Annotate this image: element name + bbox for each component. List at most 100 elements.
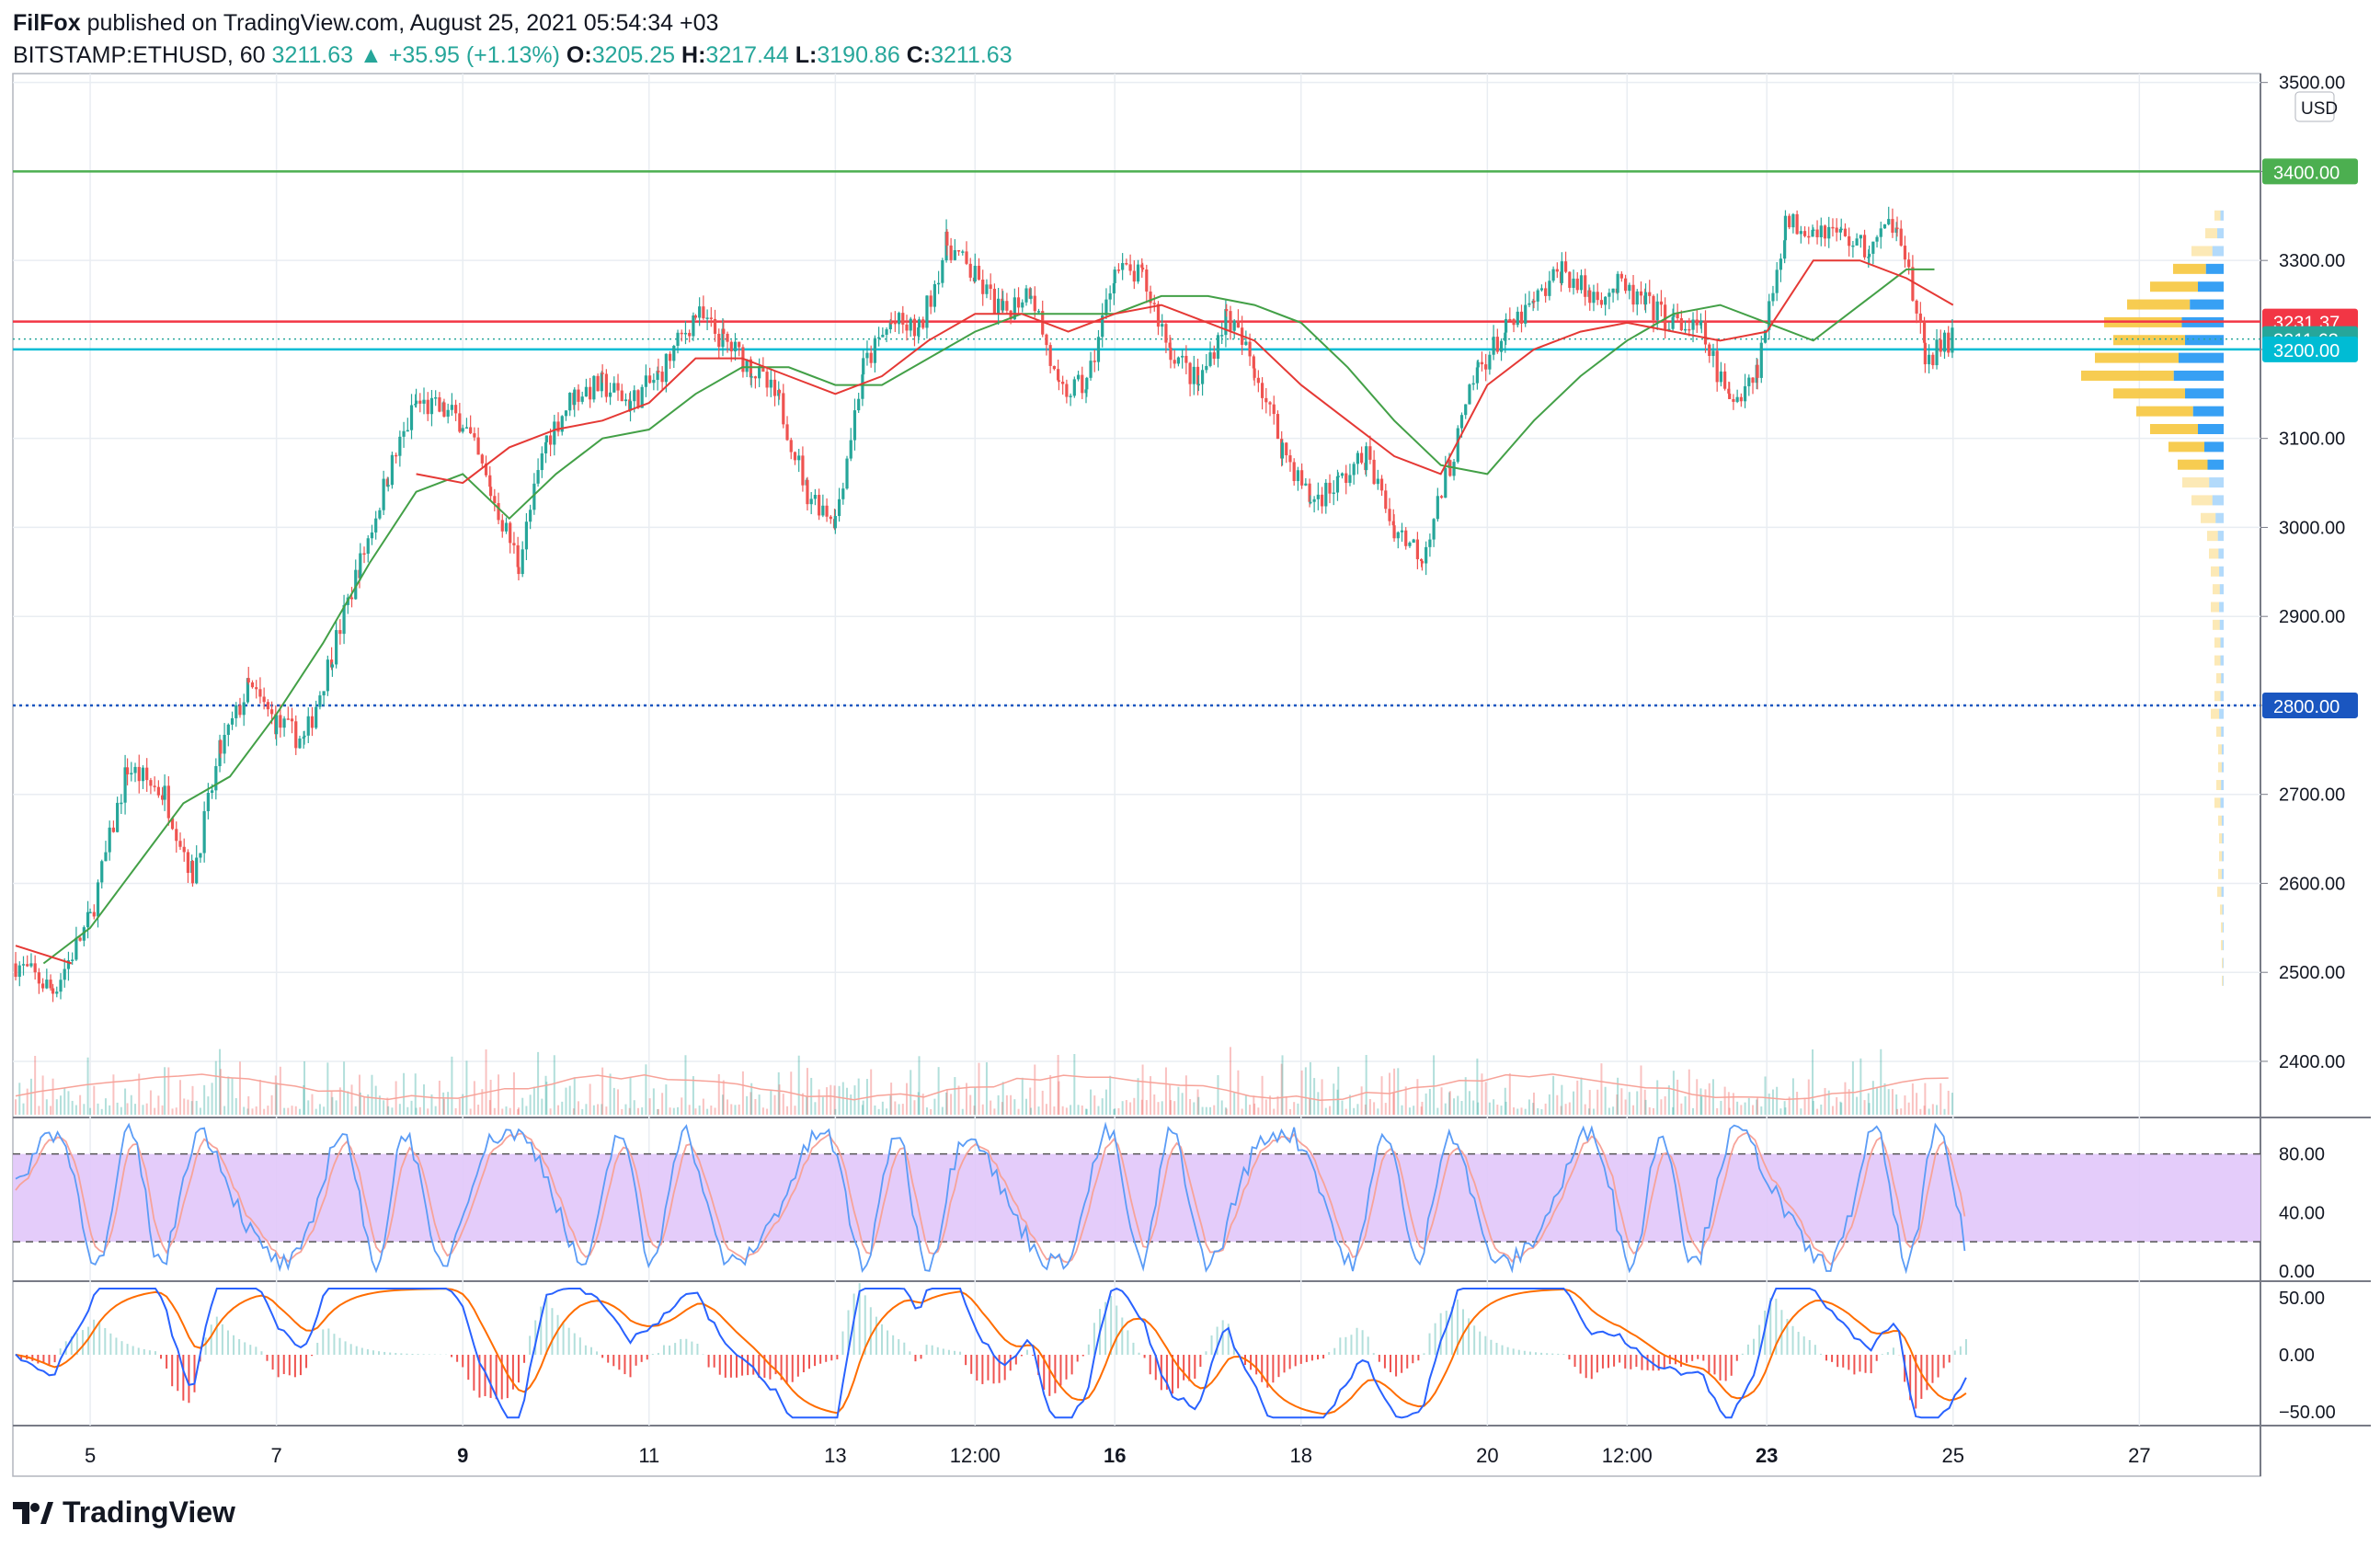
candle-body — [1045, 334, 1048, 346]
candle-body — [1360, 453, 1364, 464]
volume-profile-bar-yellow — [2182, 477, 2210, 488]
candle-body — [255, 687, 258, 690]
candle-body — [250, 682, 255, 688]
candle-body — [1320, 494, 1324, 507]
volume-profile-bar-yellow — [2222, 957, 2224, 968]
candle-body — [166, 785, 170, 819]
candle-body — [845, 458, 849, 489]
symbol-name[interactable]: BITSTAMP:ETHUSD, 60 — [13, 42, 266, 68]
candle-body — [1412, 539, 1415, 543]
candle-body — [949, 245, 953, 260]
candle-body — [604, 373, 608, 397]
candle-body — [821, 505, 825, 516]
volume-profile-bar-yellow — [2219, 833, 2223, 844]
candle-body — [1392, 525, 1396, 539]
candle-body — [644, 375, 648, 387]
candle-body — [1882, 223, 1887, 229]
candle-body — [1855, 238, 1859, 246]
candle-body — [1655, 301, 1659, 321]
candle-body — [1631, 284, 1635, 305]
high-label: H: — [681, 42, 706, 68]
candle-body — [1679, 318, 1683, 331]
volume-profile-bar-blue — [2222, 922, 2224, 933]
candle-body — [1335, 476, 1340, 493]
candle-body — [446, 409, 450, 417]
sma-red-line-start — [15, 945, 73, 965]
volume-profile-bar-blue — [2220, 691, 2224, 702]
candle-body — [1639, 291, 1643, 296]
candle-body — [504, 522, 509, 532]
macd-signal-line — [15, 1288, 1967, 1415]
chart-canvas[interactable]: 3500.00 3400.00 3300.00 3200.00 3100.00 3000.… — [0, 0, 2380, 1490]
price-badge-label: 3400.00 — [2273, 163, 2340, 183]
candle-body — [1732, 398, 1735, 402]
candle-body — [1835, 227, 1838, 233]
candle-body — [182, 846, 186, 853]
candle-body — [1452, 462, 1456, 476]
volume-profile-bar-yellow — [2095, 352, 2179, 363]
volume-profile-bar-blue — [2220, 655, 2224, 666]
volume-profile-bar-blue — [2221, 780, 2224, 791]
high-value: 3217.44 — [705, 42, 789, 68]
candle-body — [1192, 366, 1196, 384]
candle-body — [386, 485, 390, 487]
candle-body — [206, 793, 210, 811]
sma-red-line — [416, 259, 1954, 485]
candle-body — [242, 702, 246, 716]
volume-profile — [2081, 210, 2224, 986]
chart-frame — [12, 73, 2261, 1477]
candle-body — [409, 405, 414, 430]
candle-body — [758, 366, 761, 379]
candle-body — [1336, 476, 1340, 477]
candle-body — [1344, 473, 1348, 484]
time-tick-label: 23 — [1756, 1444, 1778, 1467]
candle-body — [1140, 264, 1144, 268]
candle-body — [1664, 304, 1667, 330]
candle-body — [1340, 473, 1344, 476]
candle-body — [1911, 267, 1915, 301]
tradingview-logo[interactable]: TradingView — [13, 1495, 235, 1530]
candle-body — [318, 695, 322, 707]
candle-body — [78, 937, 82, 941]
candle-body — [1611, 288, 1615, 293]
candle-body — [1184, 355, 1188, 363]
author-name[interactable]: FilFox — [13, 10, 81, 36]
candle-body — [406, 430, 409, 432]
candle-body — [540, 453, 544, 471]
candle-body — [1368, 446, 1372, 460]
candle-body — [286, 718, 290, 720]
candle-body — [1309, 501, 1312, 504]
candle-body — [1643, 292, 1648, 305]
last-price: 3211.63 — [271, 42, 354, 68]
candle-body — [1173, 360, 1176, 364]
candle-body — [1923, 342, 1927, 365]
time-tick-label: 27 — [2128, 1444, 2150, 1467]
volume-profile-bar-blue — [2222, 940, 2224, 951]
candle-body — [1867, 257, 1871, 258]
candle-body — [933, 283, 936, 307]
symbol-line: BITSTAMP:ETHUSD, 60 3211.63 ▲ +35.95 (+1… — [13, 39, 1013, 72]
candle-body — [1415, 539, 1419, 560]
candle-body — [726, 333, 729, 342]
candle-body — [688, 332, 692, 337]
candle-body — [1420, 561, 1425, 564]
candle-body — [1812, 229, 1815, 232]
candle-body — [529, 510, 532, 522]
candle-body — [275, 715, 279, 735]
candle-body — [917, 319, 921, 327]
candle-body — [1001, 301, 1005, 311]
candle-body — [1727, 388, 1731, 394]
candle-body — [1539, 288, 1544, 291]
candle-body — [698, 306, 702, 318]
candle-body — [722, 328, 726, 334]
volume-profile-bar-yellow — [2081, 370, 2174, 381]
volume-profile-bar-yellow — [2191, 246, 2213, 257]
candle-body — [385, 478, 389, 487]
candle-body — [1324, 482, 1328, 507]
candle-body — [29, 963, 33, 967]
candle-body — [1868, 253, 1871, 258]
candle-body — [1927, 354, 1931, 365]
candle-body — [1285, 442, 1288, 456]
candle-body — [965, 251, 968, 264]
candle-body — [1568, 271, 1572, 288]
